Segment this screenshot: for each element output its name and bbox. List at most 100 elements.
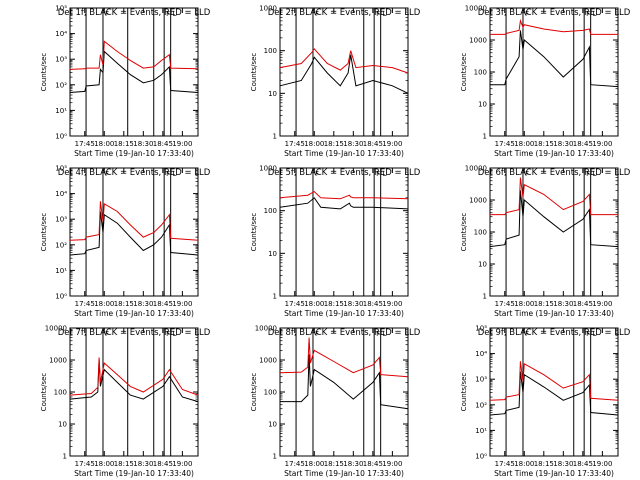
x-tick-label: 19:00 (382, 460, 402, 468)
y-axis-label: Counts/sec (250, 373, 258, 412)
x-tick-label: 17:45 (495, 140, 515, 148)
y-tick-label: 1 (273, 453, 277, 461)
x-tick-label: 18:45 (363, 300, 383, 308)
x-tick-label: 19:00 (592, 460, 612, 468)
x-tick-label: 18:45 (573, 300, 593, 308)
time-marker-label: F (166, 10, 170, 18)
x-tick-label: 17:45 (495, 300, 515, 308)
time-marker-label: F (105, 170, 109, 178)
y-axis-label: Counts/sec (250, 53, 258, 92)
time-marker-label: F (586, 330, 590, 338)
y-tick-label: 1 (63, 453, 67, 461)
x-tick-label: 18:45 (573, 140, 593, 148)
y-axis-label: Counts/sec (460, 213, 468, 252)
x-tick-label: 18:30 (133, 300, 153, 308)
time-marker-label: F (105, 10, 109, 18)
x-tick-label: 18:30 (553, 140, 573, 148)
x-tick-label: 18:30 (133, 140, 153, 148)
series-line-events (279, 54, 409, 94)
chart-title: Det 1f, BLACK = Events, RED = LLD (58, 8, 211, 18)
y-tick-label: 10 (268, 90, 277, 98)
y-tick-label: 10000 (255, 325, 277, 333)
x-tick-label: 19:00 (172, 460, 192, 468)
time-marker-label: F (166, 330, 170, 338)
x-tick-label: 19:00 (172, 140, 192, 148)
time-marker-label: F (315, 170, 319, 178)
chart-panel-4: Det 4f, BLACK = Events, RED = LLD 10⁰ 10¹ 1… (40, 165, 211, 319)
y-tick-label: 1000 (469, 37, 487, 45)
plot-frame (489, 7, 619, 137)
series-line-lld (69, 40, 199, 70)
time-marker-label: L (383, 170, 387, 178)
y-tick-label: 1 (273, 293, 277, 301)
x-tick-label: 18:15 (534, 300, 554, 308)
chart-title: Det 3f, BLACK = Events, RED = LLD (478, 8, 631, 18)
y-tick-label: 10000 (465, 165, 487, 173)
series-line-events (279, 197, 409, 210)
time-marker-label: L (593, 10, 597, 18)
y-tick-label: 10 (268, 421, 277, 429)
series-line-events (69, 211, 199, 256)
series-line-events (490, 30, 619, 88)
x-axis-label: Start Time (19-Jan-10 17:33:40) (284, 469, 404, 478)
y-tick-label: 1 (483, 133, 487, 141)
series-line-lld (279, 48, 409, 74)
time-marker-label: F (586, 170, 590, 178)
chart-panel-2: Det 2f, BLACK = Events, RED = LLD 1 10 100 1… (250, 5, 421, 159)
y-axis-label: Counts/sec (460, 373, 468, 412)
y-tick-label: 100 (474, 69, 487, 77)
time-marker-label: F (525, 10, 529, 18)
y-axis-label: Counts/sec (40, 213, 48, 252)
x-tick-label: 17:45 (75, 140, 95, 148)
time-marker-label: F (315, 330, 319, 338)
x-axis-label: Start Time (19-Jan-10 17:33:40) (74, 149, 194, 158)
plot-frame (489, 167, 619, 297)
x-tick-label: 19:00 (592, 140, 612, 148)
plot-frame (279, 167, 409, 297)
x-tick-label: 18:15 (324, 460, 344, 468)
y-tick-label: 10¹ (55, 267, 67, 275)
x-tick-label: 18:15 (114, 140, 134, 148)
y-axis-label: Counts/sec (460, 53, 468, 92)
x-axis-label: Start Time (19-Jan-10 17:33:40) (494, 149, 614, 158)
series-line-lld (279, 337, 409, 378)
x-tick-label: 19:00 (382, 140, 402, 148)
x-tick-label: 19:00 (172, 300, 192, 308)
series-line-lld (69, 201, 199, 241)
chart-title: Det 5f, BLACK = Events, RED = LLD (268, 168, 421, 178)
y-tick-label: 100 (54, 389, 67, 397)
y-axis-label: Counts/sec (250, 213, 258, 252)
chart-title: Det 6f, BLACK = Events, RED = LLD (478, 168, 631, 178)
x-tick-label: 18:30 (343, 460, 363, 468)
y-tick-label: 100 (474, 229, 487, 237)
y-tick-label: 1000 (259, 357, 277, 365)
y-tick-label: 10⁰ (55, 293, 67, 301)
y-tick-label: 10 (58, 421, 67, 429)
x-tick-label: 18:15 (114, 300, 134, 308)
x-tick-label: 18:00 (304, 140, 324, 148)
x-tick-label: 18:45 (153, 300, 173, 308)
series-line-lld (489, 361, 619, 401)
y-tick-label: 10³ (475, 376, 487, 384)
chart-panel-6: Det 6f, BLACK = Events, RED = LLD 1 10 100 1… (460, 165, 631, 319)
y-tick-label: 100 (264, 389, 277, 397)
chart-panel-1: Det 1f, BLACK = Events, RED = LLD 10⁰ 10¹ 1… (40, 5, 211, 159)
y-tick-label: 1000 (49, 357, 67, 365)
time-marker-label: F (586, 10, 590, 18)
plot-frame (69, 167, 199, 297)
time-marker-label: F (376, 170, 380, 178)
time-marker-label: L (383, 10, 387, 18)
x-tick-label: 18:15 (324, 140, 344, 148)
x-tick-label: 19:00 (592, 300, 612, 308)
y-tick-label: 10 (478, 101, 487, 109)
y-tick-label: 10² (55, 241, 67, 249)
x-axis-label: Start Time (19-Jan-10 17:33:40) (74, 309, 194, 318)
x-tick-label: 18:45 (363, 460, 383, 468)
time-marker-label: L (593, 170, 597, 178)
x-tick-label: 18:45 (153, 460, 173, 468)
y-tick-label: 1 (273, 133, 277, 141)
y-tick-label: 10 (268, 250, 277, 258)
series-line-lld (279, 190, 409, 200)
x-tick-label: 18:00 (514, 140, 534, 148)
